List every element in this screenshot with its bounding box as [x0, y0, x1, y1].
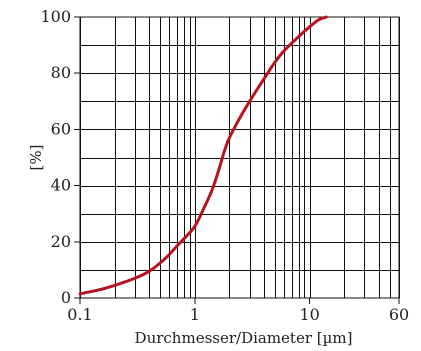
y-tick-label: 100 [40, 7, 71, 26]
y-axis: 0 20 40 60 80 100 [40, 7, 80, 307]
y-tick-label: 40 [51, 176, 71, 195]
y-tick-label: 60 [51, 119, 71, 138]
y-tick-label: 0 [61, 288, 71, 307]
y-tick-label: 80 [51, 63, 71, 82]
x-tick-label: 1 [190, 305, 200, 324]
x-tick-label: 0.1 [67, 305, 92, 324]
x-axis: 0.1 1 10 60 [67, 298, 409, 324]
grid [80, 17, 400, 298]
x-tick-label: 10 [299, 305, 319, 324]
y-tick-label: 20 [51, 232, 71, 251]
distribution-curve [78, 15, 328, 296]
x-tick-label: 60 [389, 305, 409, 324]
x-axis-label: Durchmesser/Diameter [µm] [135, 329, 353, 347]
plot-frame [79, 16, 400, 299]
y-axis-label: [%] [27, 145, 45, 171]
